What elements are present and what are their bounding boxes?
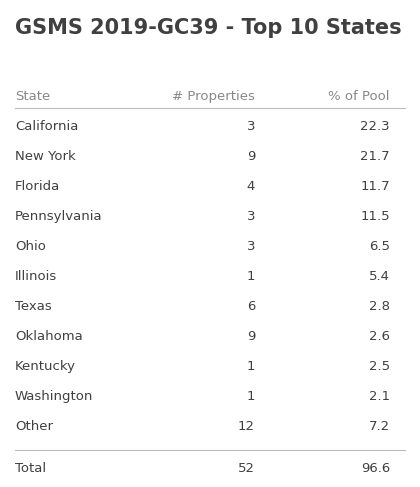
Text: 11.7: 11.7 xyxy=(360,180,390,193)
Text: 96.6: 96.6 xyxy=(361,462,390,475)
Text: Ohio: Ohio xyxy=(15,240,46,253)
Text: 7.2: 7.2 xyxy=(369,420,390,433)
Text: 22.3: 22.3 xyxy=(360,120,390,133)
Text: 3: 3 xyxy=(247,120,255,133)
Text: 2.1: 2.1 xyxy=(369,390,390,403)
Text: 6.5: 6.5 xyxy=(369,240,390,253)
Text: 11.5: 11.5 xyxy=(360,210,390,223)
Text: 12: 12 xyxy=(238,420,255,433)
Text: 52: 52 xyxy=(238,462,255,475)
Text: 2.5: 2.5 xyxy=(369,360,390,373)
Text: Texas: Texas xyxy=(15,300,52,313)
Text: 4: 4 xyxy=(247,180,255,193)
Text: 3: 3 xyxy=(247,240,255,253)
Text: 3: 3 xyxy=(247,210,255,223)
Text: Kentucky: Kentucky xyxy=(15,360,76,373)
Text: 6: 6 xyxy=(247,300,255,313)
Text: 9: 9 xyxy=(247,150,255,163)
Text: Pennsylvania: Pennsylvania xyxy=(15,210,102,223)
Text: % of Pool: % of Pool xyxy=(328,90,390,103)
Text: Florida: Florida xyxy=(15,180,60,193)
Text: New York: New York xyxy=(15,150,76,163)
Text: 2.8: 2.8 xyxy=(369,300,390,313)
Text: 5.4: 5.4 xyxy=(369,270,390,283)
Text: 2.6: 2.6 xyxy=(369,330,390,343)
Text: Illinois: Illinois xyxy=(15,270,57,283)
Text: 9: 9 xyxy=(247,330,255,343)
Text: 1: 1 xyxy=(247,270,255,283)
Text: 1: 1 xyxy=(247,360,255,373)
Text: California: California xyxy=(15,120,79,133)
Text: GSMS 2019-GC39 - Top 10 States: GSMS 2019-GC39 - Top 10 States xyxy=(15,18,402,38)
Text: 1: 1 xyxy=(247,390,255,403)
Text: 21.7: 21.7 xyxy=(360,150,390,163)
Text: Total: Total xyxy=(15,462,46,475)
Text: Oklahoma: Oklahoma xyxy=(15,330,83,343)
Text: Washington: Washington xyxy=(15,390,93,403)
Text: # Properties: # Properties xyxy=(172,90,255,103)
Text: Other: Other xyxy=(15,420,53,433)
Text: State: State xyxy=(15,90,50,103)
